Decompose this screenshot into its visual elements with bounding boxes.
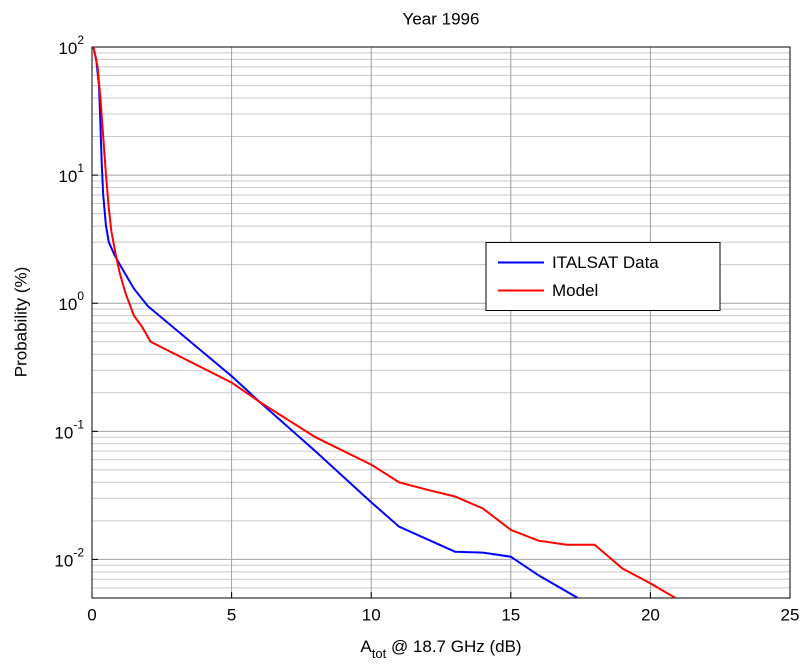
x-tick-label: 10 <box>362 605 381 624</box>
chart-title: Year 1996 <box>403 9 480 28</box>
x-label-sub: tot <box>372 646 387 661</box>
y-tick-base: 10 <box>58 296 77 315</box>
legend-label: Model <box>552 281 598 300</box>
x-label-part: @ 18.7 GHz (dB) <box>386 637 521 656</box>
y-axis-label: Probability (%) <box>11 267 30 378</box>
y-tick-exp: -2 <box>73 546 84 560</box>
x-axis-label: Atot @ 18.7 GHz (dB) <box>360 637 521 661</box>
y-tick-label: 101 <box>58 161 84 186</box>
y-tick-base: 10 <box>58 39 77 58</box>
x-tick-label: 0 <box>87 605 96 624</box>
x-label-part: A <box>360 637 372 656</box>
y-tick-base: 10 <box>54 424 73 443</box>
x-tick-label: 25 <box>781 605 800 624</box>
y-tick-base: 10 <box>58 168 77 187</box>
x-tick-label: 15 <box>501 605 520 624</box>
y-tick-label: 102 <box>58 33 84 58</box>
x-tick-label: 5 <box>227 605 236 624</box>
plot-frame <box>91 46 791 599</box>
legend-label: ITALSAT Data <box>552 253 659 272</box>
y-tick-label: 10-2 <box>54 546 84 571</box>
y-tick-exp: -1 <box>73 417 84 431</box>
y-tick-base: 10 <box>54 552 73 571</box>
y-tick-label: 10-1 <box>54 417 84 442</box>
y-tick-exp: 1 <box>77 161 84 175</box>
y-tick-label: 100 <box>58 289 84 314</box>
x-tick-label: 20 <box>641 605 660 624</box>
y-tick-exp: 2 <box>77 33 84 47</box>
plot-area <box>92 47 790 598</box>
data-line <box>92 47 677 598</box>
y-tick-exp: 0 <box>77 289 84 303</box>
data-line <box>92 47 579 598</box>
legend-box <box>485 242 721 311</box>
